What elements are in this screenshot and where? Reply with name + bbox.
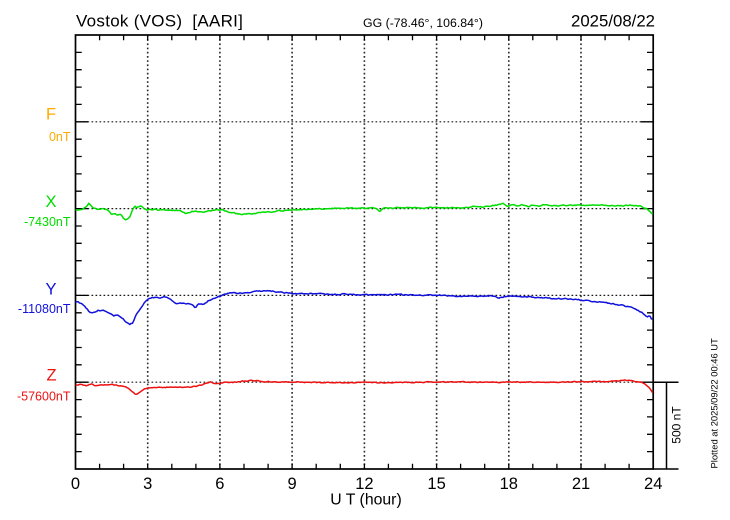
svg-text:U T (hour): U T (hour) [330, 492, 401, 509]
svg-text:Plotted at 2025/09/22 00:46 UT: Plotted at 2025/09/22 00:46 UT [709, 338, 720, 469]
svg-text:12: 12 [355, 475, 373, 493]
svg-text:Y: Y [45, 281, 56, 299]
svg-text:24: 24 [644, 475, 662, 493]
svg-text:21: 21 [572, 475, 590, 493]
svg-text:6: 6 [215, 475, 224, 493]
svg-text:Z: Z [46, 367, 56, 385]
svg-text:9: 9 [288, 475, 297, 493]
svg-text:2025/08/22: 2025/08/22 [571, 12, 655, 31]
svg-text:500 nT: 500 nT [670, 406, 684, 444]
svg-text:GG (-78.46°, 106.84°): GG (-78.46°, 106.84°) [363, 16, 483, 30]
svg-text:-7430nT: -7430nT [24, 215, 71, 229]
svg-text:-57600nT: -57600nT [17, 390, 71, 404]
svg-text:Vostok (VOS) [AARI]: Vostok (VOS) [AARI] [76, 12, 243, 31]
svg-text:-11080nT: -11080nT [18, 302, 71, 316]
svg-text:0nT: 0nT [49, 130, 71, 144]
svg-text:F: F [46, 106, 56, 124]
svg-text:18: 18 [500, 475, 518, 493]
svg-text:3: 3 [143, 475, 152, 493]
svg-text:15: 15 [427, 475, 445, 493]
svg-text:X: X [45, 193, 56, 211]
svg-text:0: 0 [71, 475, 80, 493]
